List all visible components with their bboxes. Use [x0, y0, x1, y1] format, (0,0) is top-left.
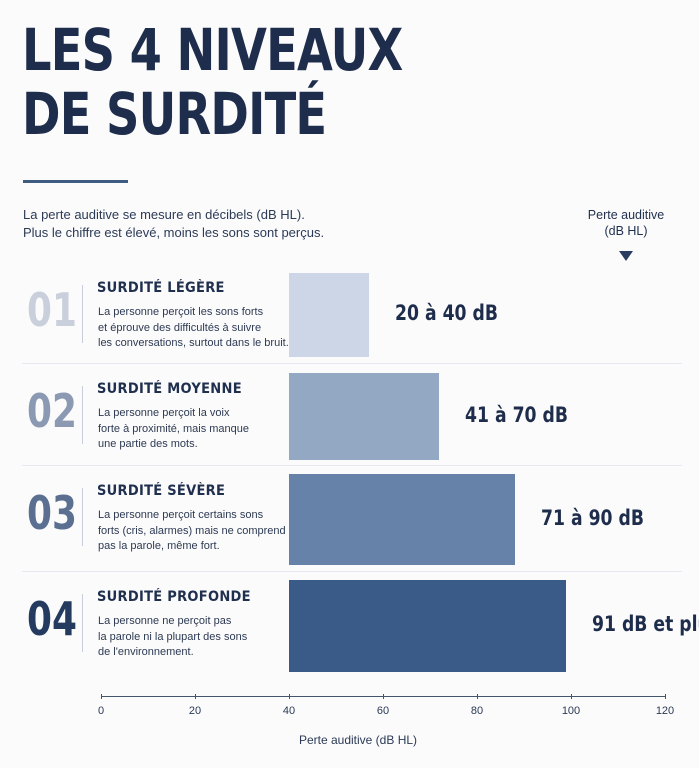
bar-value-label: 20 à 40 dB — [394, 301, 498, 325]
level-title: SURDITÉ PROFONDE — [97, 589, 251, 605]
axis-hint: Perte auditive (dB HL) — [570, 207, 682, 239]
bar-value-label: 41 à 70 dB — [465, 402, 569, 427]
intro-line-2: Plus le chiffre est élevé, moins les son… — [23, 225, 325, 240]
level-divider-line — [82, 285, 83, 343]
level-title: SURDITÉ MOYENNE — [97, 381, 242, 397]
description-line: La personne perçoit les sons forts — [98, 306, 264, 318]
axis-hint-line-1: Perte auditive — [587, 208, 665, 222]
level-row: 04 SURDITÉ PROFONDE La personne ne perçoit… — [22, 574, 682, 678]
bar — [289, 474, 515, 565]
intro-line-1: La perte auditive se mesure en décibels … — [23, 207, 305, 222]
level-number: 03 — [27, 486, 77, 540]
down-arrow-icon — [619, 251, 633, 261]
intro-text: La perte auditive se mesure en décibels … — [23, 206, 324, 242]
description-line: La personne perçoit certains sons — [98, 509, 264, 521]
level-description: La personne ne perçoit pas la parole ni l… — [98, 614, 298, 661]
description-line: la parole ni la plupart des sons — [98, 630, 248, 643]
page-title-line-2: DE SURDITÉ — [22, 80, 327, 148]
description-line: forte à proximité, mais manque — [98, 422, 250, 435]
x-tick-label: 40 — [282, 705, 296, 717]
level-number: 02 — [27, 384, 77, 438]
x-tick-label: 80 — [470, 705, 484, 717]
bar-value-label: 91 dB et plus — [592, 612, 699, 636]
description-line: pas la parole, même fort. — [98, 540, 220, 552]
row-divider — [22, 571, 682, 572]
description-line: de l'environnement. — [98, 646, 194, 658]
bar — [289, 580, 567, 672]
description-line: une partie des mots. — [98, 438, 198, 450]
x-tick — [571, 694, 572, 699]
description-line: La personne ne perçoit pas — [98, 615, 232, 627]
level-divider-line — [82, 488, 83, 546]
bar — [289, 273, 369, 357]
row-divider — [22, 363, 682, 364]
x-tick — [195, 694, 196, 699]
level-divider-line — [82, 386, 83, 444]
x-axis-title: Perte auditive (dB HL) — [298, 733, 418, 747]
bar — [289, 373, 440, 460]
x-tick — [383, 694, 384, 699]
x-tick-label: 120 — [655, 705, 675, 717]
level-title: SURDITÉ SÉVÈRE — [97, 483, 226, 499]
level-divider-line — [82, 594, 83, 652]
level-number: 04 — [27, 592, 77, 646]
bar-value-label: 71 à 90 dB — [540, 505, 644, 530]
level-row: 03 SURDITÉ SÉVÈRE La personne perçoit cert… — [22, 468, 682, 573]
page-title: LES 4 NIVEAUX DE SURDITÉ — [22, 18, 403, 146]
x-tick-label: 60 — [376, 705, 390, 717]
x-tick — [289, 694, 290, 699]
description-line: les conversations, surtout dans le bruit… — [98, 337, 289, 349]
level-description: La personne perçoit la voix forte à proxi… — [98, 406, 298, 453]
level-title: SURDITÉ LÉGÈRE — [97, 280, 225, 296]
level-number: 01 — [27, 283, 77, 337]
description-line: La personne perçoit la voix — [98, 407, 230, 419]
x-tick-label: 100 — [561, 705, 581, 717]
axis-hint-line-2: (dB HL) — [604, 224, 648, 238]
description-line: forts (cris, alarmes) mais ne comprend — [98, 524, 286, 537]
level-row: 01 SURDITÉ LÉGÈRE La personne perçoit les … — [22, 265, 682, 365]
level-description: La personne perçoit les sons forts et épr… — [98, 305, 298, 352]
description-line: et éprouve des difficultés à suivre — [98, 321, 262, 334]
row-divider — [22, 465, 682, 466]
x-tick — [101, 694, 102, 699]
title-underline — [23, 180, 128, 183]
x-tick — [665, 694, 666, 699]
x-tick — [477, 694, 478, 699]
x-tick-label: 0 — [97, 705, 105, 717]
page-title-line-1: LES 4 NIVEAUX — [22, 16, 403, 84]
level-row: 02 SURDITÉ MOYENNE La personne perçoit la … — [22, 366, 682, 467]
level-description: La personne perçoit certains sons forts (… — [98, 508, 298, 555]
x-tick-label: 20 — [188, 705, 202, 717]
